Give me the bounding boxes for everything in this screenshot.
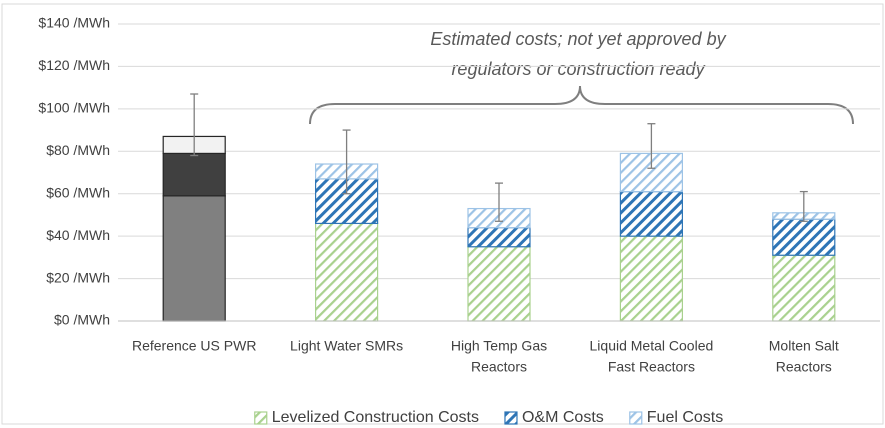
x-tick-label: Reactors (471, 359, 527, 375)
legend-label: O&M Costs (522, 409, 604, 426)
legend: Levelized Construction Costs O&M Costs Fue… (254, 409, 723, 426)
y-tick-label: $60 /MWh (46, 184, 110, 200)
x-tick-label: Reactors (776, 359, 832, 375)
x-tick-label: High Temp Gas (451, 338, 547, 354)
bar-segment (772, 254, 836, 322)
annotation: Estimated costs; not yet approved by (430, 29, 726, 49)
legend-swatch (254, 411, 268, 425)
y-tick-label: $40 /MWh (46, 227, 110, 243)
y-tick-label: $20 /MWh (46, 269, 110, 285)
bar-segment (467, 246, 531, 322)
x-tick-label: Reference US PWR (132, 338, 256, 354)
legend-swatch (504, 411, 518, 425)
bar-segment (467, 227, 531, 248)
annotation-brace (309, 85, 854, 125)
bar-segment (162, 195, 226, 322)
annotation: regulators or construction ready (451, 59, 705, 79)
y-tick-label: $120 /MWh (38, 57, 110, 73)
bar-segment (315, 178, 379, 225)
bar-segment (772, 218, 836, 256)
legend-label: Fuel Costs (647, 409, 723, 426)
bar-segment (619, 190, 684, 237)
bar-segment (162, 152, 226, 197)
legend-label: Levelized Construction Costs (272, 409, 479, 426)
y-tick-label: $0 /MWh (54, 312, 110, 328)
x-tick-label: Molten Salt (769, 338, 839, 354)
x-tick-label: Liquid Metal Cooled (590, 338, 714, 354)
x-tick-label: Fast Reactors (608, 359, 695, 375)
y-tick-label: $80 /MWh (46, 142, 110, 158)
plot-frame (1, 3, 884, 425)
y-tick-label: $140 /MWh (38, 15, 110, 31)
x-tick-label: Light Water SMRs (290, 338, 403, 354)
legend-swatch (629, 411, 643, 425)
bar-segment (619, 235, 684, 322)
y-tick-label: $100 /MWh (38, 100, 110, 116)
bar-segment (315, 222, 379, 322)
